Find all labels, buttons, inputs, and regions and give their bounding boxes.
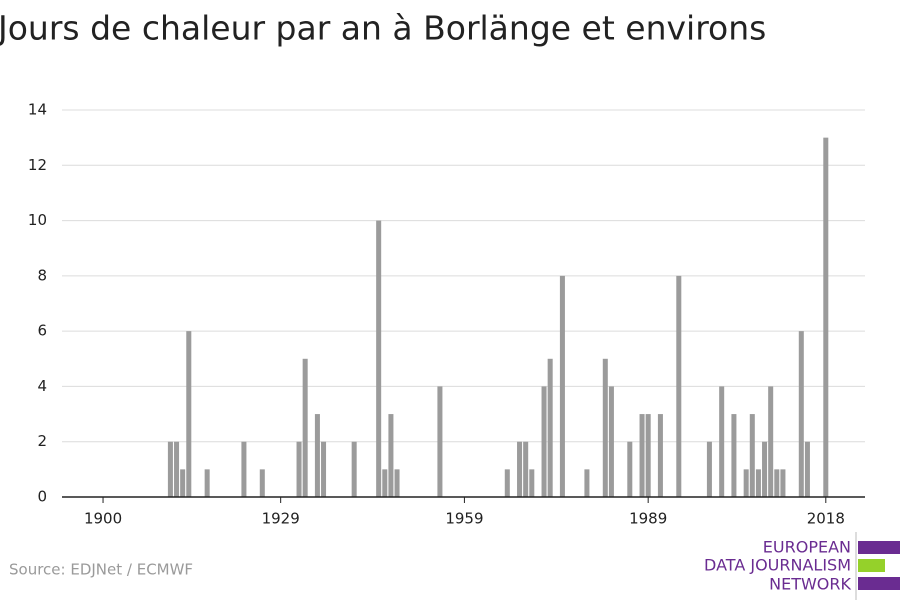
bar (376, 220, 382, 498)
bar (547, 358, 553, 497)
bar (559, 275, 565, 497)
bar (602, 358, 608, 497)
bar (180, 469, 186, 497)
bar (241, 441, 247, 497)
bar (608, 386, 614, 497)
bar (437, 386, 443, 497)
x-tick-label: 1959 (445, 510, 483, 528)
bar (517, 441, 523, 497)
bar (768, 386, 774, 497)
bar (731, 414, 737, 497)
bar (676, 275, 682, 497)
bar (823, 137, 829, 497)
bar (627, 441, 633, 497)
logo-bar (858, 541, 900, 554)
bar (719, 386, 725, 497)
logo-text: DATA JOURNALISM (704, 556, 851, 575)
source: Source: EDJNet / ECMWF (9, 561, 193, 579)
logo-text: EUROPEAN (763, 538, 851, 557)
x-tick-label: 1989 (629, 510, 667, 528)
y-tick-label: 2 (37, 432, 47, 450)
bar (780, 469, 786, 497)
bar (321, 441, 327, 497)
bar (259, 469, 265, 497)
y-tick-label: 8 (37, 266, 47, 284)
bar (186, 331, 192, 497)
y-tick-label: 6 (37, 322, 47, 340)
x-tick-label: 2018 (807, 510, 845, 528)
logo-text: NETWORK (769, 575, 851, 594)
bar (657, 414, 663, 497)
bar (639, 414, 645, 497)
bar (541, 386, 547, 497)
bar (167, 441, 173, 497)
y-tick-label: 10 (28, 211, 47, 229)
bar (755, 469, 761, 497)
bar (804, 441, 810, 497)
x-tick-label: 1900 (84, 510, 122, 528)
bar (749, 414, 755, 497)
bar (774, 469, 780, 497)
bar (798, 331, 804, 497)
logo-bar (858, 559, 885, 572)
bar (529, 469, 535, 497)
bar (504, 469, 510, 497)
logo-bar (858, 577, 900, 590)
bar (204, 469, 210, 497)
y-tick-label: 0 (37, 488, 47, 506)
y-tick-label: 4 (37, 377, 47, 395)
bar (584, 469, 590, 497)
bar (743, 469, 749, 497)
y-tick-label: 14 (28, 101, 47, 119)
bar (302, 358, 308, 497)
bar (314, 414, 320, 497)
x-tick-label: 1929 (262, 510, 300, 528)
bar (382, 469, 388, 497)
bar (706, 441, 712, 497)
bar (762, 441, 768, 497)
bar (645, 414, 651, 497)
chart-title: Jours de chaleur par an à Borlänge et en… (0, 9, 766, 48)
bar (296, 441, 302, 497)
bar (174, 441, 180, 497)
bar (388, 414, 394, 497)
bar (394, 469, 400, 497)
y-tick-label: 12 (28, 156, 47, 174)
bar (351, 441, 357, 497)
bar (523, 441, 529, 497)
